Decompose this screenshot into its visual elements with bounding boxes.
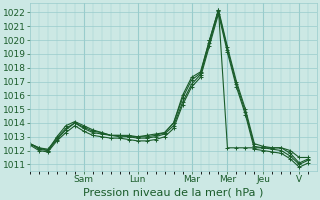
X-axis label: Pression niveau de la mer( hPa ): Pression niveau de la mer( hPa ) bbox=[84, 187, 264, 197]
